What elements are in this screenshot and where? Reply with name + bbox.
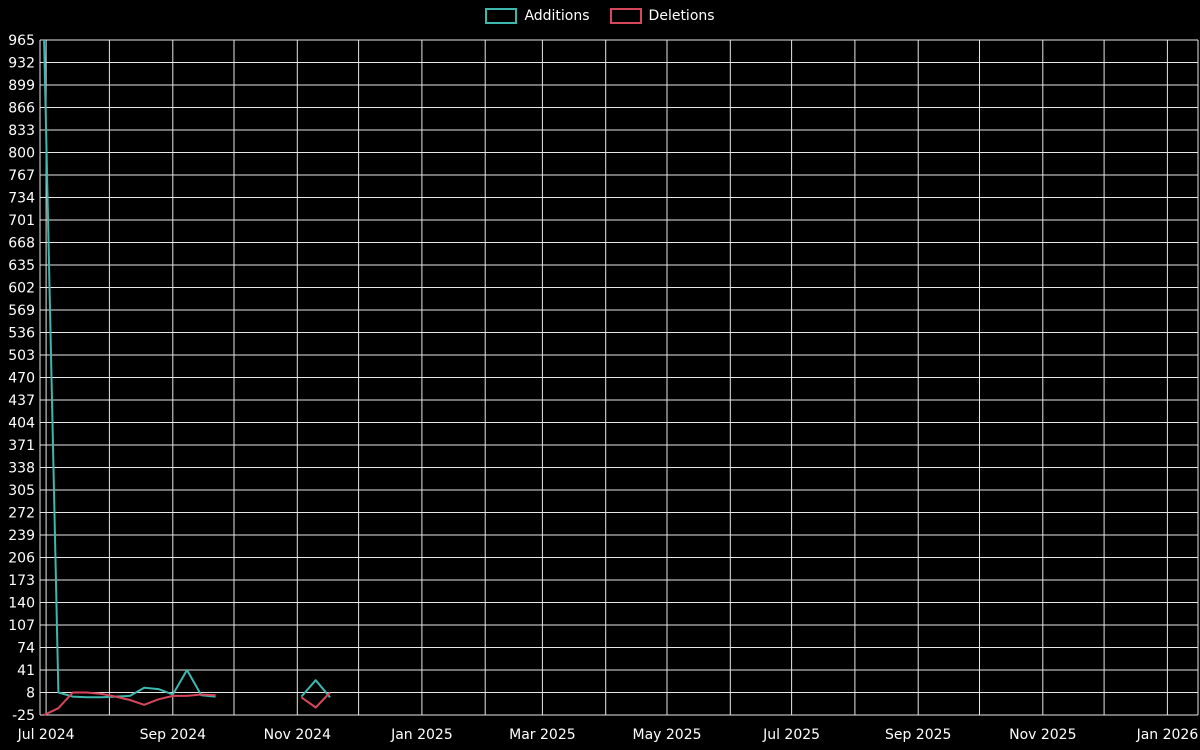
y-tick-label: -25 — [12, 708, 35, 724]
y-tick-label: 437 — [8, 393, 35, 409]
x-tick-label: Jul 2025 — [762, 727, 820, 743]
additions-line — [43, 39, 216, 699]
x-tick-label: Sep 2025 — [885, 727, 951, 743]
additions-line — [300, 679, 331, 698]
y-tick-label: 470 — [8, 371, 35, 387]
y-tick-label: 371 — [8, 438, 35, 454]
y-tick-label: 404 — [8, 416, 35, 432]
y-tick-label: 74 — [17, 641, 35, 657]
series-deletions — [43, 691, 331, 716]
x-tick-label: May 2025 — [632, 727, 701, 743]
y-tick-label: 800 — [8, 146, 35, 162]
x-axis-labels: Jul 2024 Sep 2024 Nov 2024 Jan 2025 Mar 2025… — [17, 727, 1199, 743]
y-tick-label: 536 — [8, 326, 35, 342]
x-tick-label: Nov 2025 — [1009, 727, 1076, 743]
deletions-line — [43, 691, 216, 716]
x-tick-label: Mar 2025 — [509, 727, 576, 743]
y-tick-label: 569 — [8, 303, 35, 319]
y-tick-label: 734 — [8, 191, 35, 207]
x-tick-label: Jan 2026 — [1136, 727, 1199, 743]
legend-swatch-deletions — [609, 8, 642, 24]
x-tick-label: Nov 2024 — [264, 727, 331, 743]
y-tick-label: 635 — [8, 258, 35, 274]
x-tick-label: Sep 2024 — [140, 727, 207, 743]
y-tick-label: 206 — [8, 551, 35, 567]
x-tick-label: Jan 2025 — [390, 727, 453, 743]
y-tick-label: 866 — [8, 101, 35, 117]
gridlines — [39, 39, 1199, 716]
y-tick-label: 503 — [8, 348, 35, 364]
y-tick-label: 767 — [8, 168, 35, 184]
y-tick-label: 239 — [8, 528, 35, 544]
y-tick-label: 140 — [8, 596, 35, 612]
y-tick-label: 932 — [8, 56, 35, 72]
y-tick-label: 41 — [17, 663, 35, 679]
y-tick-label: 899 — [8, 78, 35, 94]
series-additions — [43, 39, 331, 699]
y-tick-label: 965 — [8, 33, 35, 49]
y-tick-label: 668 — [8, 236, 35, 252]
y-tick-label: 602 — [8, 281, 35, 297]
legend-label-additions: Additions — [524, 8, 590, 24]
y-tick-label: 8 — [26, 686, 35, 702]
legend-item-deletions: Deletions — [609, 8, 715, 24]
y-tick-label: 833 — [8, 123, 35, 139]
legend-item-additions: Additions — [485, 8, 590, 24]
y-tick-label: 107 — [8, 618, 35, 634]
y-tick-label: 338 — [8, 461, 35, 477]
chart-legend: Additions Deletions — [0, 8, 1200, 24]
deletions-line — [300, 691, 331, 709]
y-axis-labels: -25 8 41 74 107 140 173 206 239 272 305 338 371 404 43… — [8, 33, 35, 724]
y-tick-label: 173 — [8, 573, 35, 589]
legend-label-deletions: Deletions — [648, 8, 715, 24]
y-tick-label: 272 — [8, 506, 35, 522]
legend-swatch-additions — [485, 8, 518, 24]
y-tick-label: 305 — [8, 483, 35, 499]
x-tick-label: Jul 2024 — [17, 727, 75, 743]
y-tick-label: 701 — [8, 213, 35, 229]
